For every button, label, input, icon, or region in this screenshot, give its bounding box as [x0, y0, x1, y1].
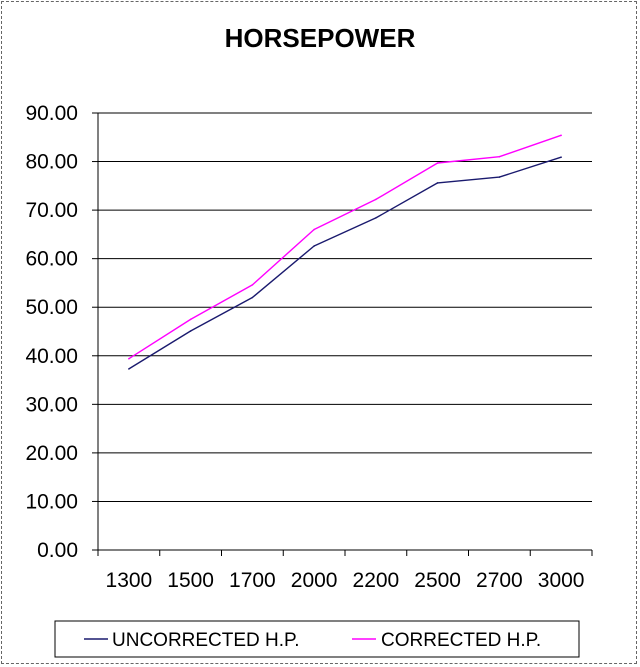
series-lines: [128, 134, 562, 370]
x-tick-label: 2200: [353, 569, 400, 592]
data-point: [498, 176, 501, 178]
data-point: [498, 155, 501, 158]
x-tick-labels: 1300 1500 1700 2000 2200 2500 2700 3000: [106, 569, 585, 592]
x-tick-label: 3000: [538, 569, 585, 592]
data-point: [189, 330, 192, 332]
y-tick-label: 20.00: [25, 442, 78, 465]
legend-label: CORRECTED H.P.: [381, 630, 541, 651]
data-point: [128, 368, 130, 370]
gridlines: [98, 112, 592, 502]
data-point: [189, 318, 192, 321]
y-tick-labels: 0.00 10.00 20.00 30.00 40.00 50.00 60.00 70.00 8…: [25, 102, 78, 562]
data-point: [251, 284, 254, 286]
data-point: [436, 162, 439, 164]
legend: UNCORRECTED H.P. CORRECTED H.P.: [54, 620, 580, 658]
data-point: [436, 182, 439, 184]
series-group: [128, 156, 562, 370]
data-point: [313, 245, 315, 247]
legend-label: UNCORRECTED H.P.: [112, 630, 300, 651]
data-point: [560, 134, 562, 137]
y-tick-label: 80.00: [25, 151, 78, 174]
axes: [92, 112, 593, 556]
data-point: [313, 228, 315, 231]
data-point: [128, 357, 130, 360]
x-tick-label: 2700: [476, 569, 523, 592]
data-point: [560, 156, 562, 158]
y-tick-label: 60.00: [25, 248, 78, 271]
series-line: [128, 156, 562, 370]
y-tick-label: 30.00: [25, 393, 78, 416]
y-tick-label: 70.00: [25, 199, 78, 222]
chart-title: HORSEPOWER: [225, 23, 416, 53]
x-tick-label: 1700: [229, 569, 276, 592]
y-tick-label: 0.00: [37, 539, 78, 562]
data-point: [375, 217, 377, 219]
legend-box: [54, 620, 580, 658]
y-tick-label: 90.00: [25, 102, 78, 125]
y-tick-label: 10.00: [25, 490, 78, 513]
x-tick-label: 1300: [106, 569, 153, 592]
data-point: [251, 296, 254, 299]
y-tick-label: 50.00: [25, 296, 78, 319]
x-tick-label: 2500: [414, 569, 461, 592]
y-tick-label: 40.00: [25, 345, 78, 368]
series-group: [128, 134, 562, 360]
series-line: [128, 134, 562, 360]
x-tick-label: 2000: [291, 569, 338, 592]
x-tick-label: 1500: [167, 569, 214, 592]
data-point: [375, 198, 377, 201]
